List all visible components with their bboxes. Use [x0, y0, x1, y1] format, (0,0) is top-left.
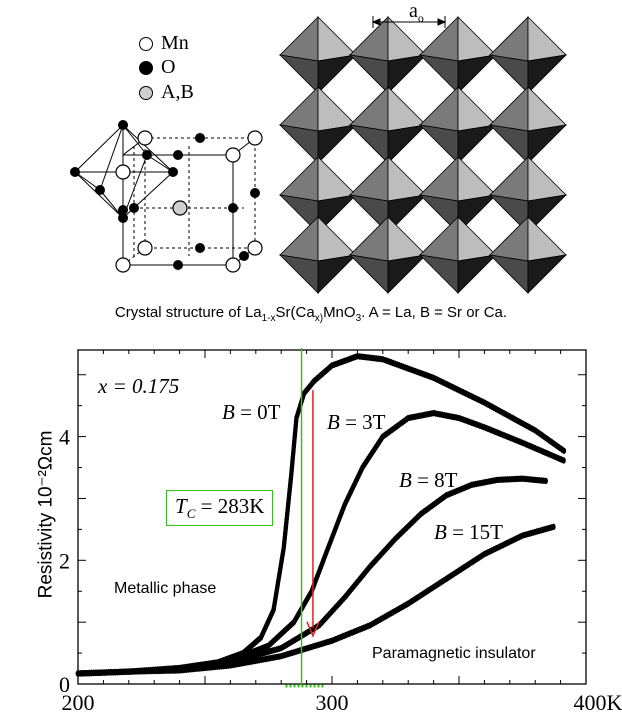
series-2-val: = 8T — [411, 468, 458, 492]
octahedra-grid — [279, 16, 567, 294]
series-b-0t — [75, 352, 567, 677]
y-tick-label: 0 — [59, 672, 70, 697]
caption-part2: Sr(Ca — [275, 304, 315, 321]
data-point — [561, 457, 566, 464]
series-label-0T: B = 0T — [222, 400, 281, 425]
caption-part1: Crystal structure of La — [114, 304, 262, 321]
data-point — [543, 477, 548, 485]
caption-sub3: 3 — [355, 313, 362, 324]
data-point — [551, 523, 556, 531]
tc-box: TC = 283K — [166, 490, 274, 527]
tc-sub: C — [186, 506, 196, 522]
tc-value: = 283K — [195, 494, 265, 518]
legend-mn: Mn — [139, 32, 189, 55]
plot-series — [75, 352, 567, 677]
legend-o: O — [139, 56, 175, 79]
lattice-constant-label: ao — [409, 0, 424, 26]
field-drop-arrowhead — [306, 621, 320, 638]
series-label-8T: B = 8T — [399, 468, 458, 493]
x-tick-label: 400K — [574, 690, 622, 715]
unit-cell-diagram — [70, 120, 263, 273]
series-b-15t — [75, 523, 556, 677]
series-1-b: B — [327, 410, 340, 434]
resistivity-chart: 200 300 400K 0 2 4 — [59, 348, 622, 715]
metallic-phase-label: Metallic phase — [114, 580, 217, 597]
y-tick-label: 2 — [59, 548, 70, 573]
o-atom-icon — [139, 60, 153, 75]
caption-part3: MnO — [323, 304, 356, 321]
octahedra-network-diagram — [279, 16, 567, 294]
ab-atom-icon — [139, 85, 153, 100]
series-label-3T: B = 3T — [327, 410, 386, 435]
lattice-sub: o — [417, 11, 424, 25]
x-tick-label: 300 — [316, 690, 349, 715]
series-3-val: = 15T — [446, 520, 503, 544]
composition-label: x = 0.175 — [98, 374, 179, 399]
composition-text: x = 0.175 — [98, 374, 180, 398]
series-0-b: B — [222, 400, 235, 424]
series-3-b: B — [434, 520, 447, 544]
mn-atom-icon — [139, 36, 153, 51]
series-1-val: = 3T — [339, 410, 386, 434]
lattice-a: a — [409, 0, 418, 22]
x-tick-label: 200 — [62, 690, 95, 715]
data-point — [561, 447, 567, 454]
plot-labels — [285, 348, 324, 688]
plot-frame: 200 300 400K 0 2 4 — [59, 349, 622, 715]
lattice-dimension-marker — [371, 16, 447, 28]
figure-caption: Crystal structure of La1-xSr(Cax)MnO3. A… — [0, 304, 622, 324]
paramagnetic-label: Paramagnetic insulator — [372, 645, 536, 662]
caption-sub1: 1-x — [261, 313, 276, 324]
legend-o-label: O — [161, 56, 176, 78]
series-0-val: = 0T — [234, 400, 281, 424]
caption-part4: . A = La, B = Sr or Ca. — [361, 304, 508, 321]
series-2-b: B — [399, 468, 412, 492]
plot-border — [77, 349, 587, 685]
legend-ab-label: A,B — [161, 81, 194, 103]
tc-t: T — [175, 494, 187, 518]
y-axis-label: Resistivity 10⁻²Ωcm — [35, 430, 57, 599]
legend-mn-label: Mn — [161, 32, 189, 54]
series-label-15T: B = 15T — [434, 520, 503, 545]
y-tick-label: 4 — [59, 425, 70, 450]
caption-sub2: x) — [314, 313, 324, 324]
legend-ab: A,B — [139, 81, 194, 104]
